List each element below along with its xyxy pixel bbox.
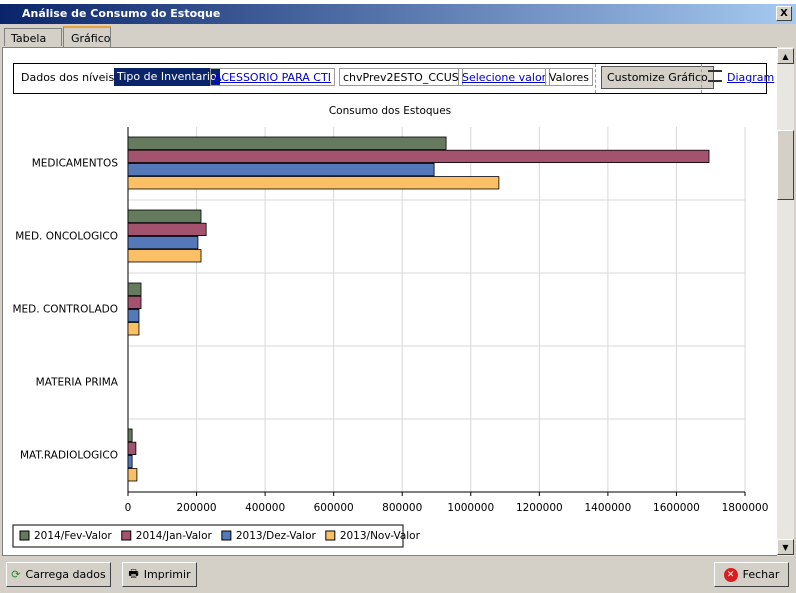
- bar: [127, 176, 500, 190]
- bar: [127, 222, 207, 236]
- x-tick-label: 1200000: [516, 502, 563, 514]
- scroll-up[interactable]: ▲: [777, 48, 794, 64]
- window-title: Análise de Consumo do Estoque: [22, 7, 221, 20]
- tab[interactable]: Tabela: [4, 28, 62, 46]
- legend-swatch: [121, 530, 132, 541]
- x-tick-label: 400000: [245, 502, 285, 514]
- toolbar-label: Dados dos níveis:: [21, 71, 118, 84]
- legend-swatch: [19, 530, 30, 541]
- top-strip: [0, 0, 796, 4]
- x-tick-label: 1400000: [585, 502, 632, 514]
- title-bar: Análise de Consumo do Estoque: [0, 4, 796, 24]
- scroll-thumb[interactable]: [777, 130, 794, 200]
- y-tick-label: MEDICAMENTOS: [32, 158, 119, 170]
- diagram-icon: [708, 70, 722, 82]
- bar: [127, 162, 435, 177]
- legend-swatch: [221, 530, 232, 541]
- bar: [127, 308, 140, 323]
- button-label: Imprimir: [143, 568, 191, 581]
- button-label: Carrega dados: [25, 568, 106, 581]
- legend-label: 2013/Dez-Valor: [236, 530, 317, 542]
- legend-label: 2014/Jan-Valor: [136, 530, 213, 542]
- y-tick-label: MAT.RADIOLOGICO: [20, 450, 118, 462]
- legend-label: 2013/Nov-Valor: [340, 530, 421, 542]
- bar: [127, 441, 137, 456]
- x-tick-label: 1800000: [722, 502, 769, 514]
- load-button[interactable]: ⟳ Carrega dados: [6, 562, 111, 587]
- bar: [127, 454, 133, 469]
- bar: [127, 322, 140, 336]
- level-value[interactable]: ACESSORIO PARA CTI: [210, 68, 335, 86]
- x-tick-label: 0: [125, 502, 132, 514]
- x-tick-label: 200000: [177, 502, 217, 514]
- x-tick-label: 1000000: [447, 502, 494, 514]
- bar: [127, 282, 142, 296]
- bar: [127, 249, 202, 263]
- bar: [127, 468, 138, 482]
- y-tick-label: MATERIA PRIMA: [36, 377, 119, 389]
- level-value[interactable]: Selecione valor: [458, 68, 551, 86]
- bar: [127, 136, 447, 150]
- toolbar: Dados dos níveis: Tipo de Inventario ACE…: [13, 63, 774, 94]
- print-button[interactable]: 🖶 Imprimir: [122, 562, 197, 587]
- scroll-down[interactable]: ▼: [777, 539, 794, 555]
- chart-title: Consumo dos Estoques: [329, 105, 451, 117]
- y-tick-label: MED. ONCOLOGICO: [15, 231, 118, 243]
- tab-active[interactable]: Gráfico: [63, 26, 111, 47]
- legend-swatch: [325, 530, 336, 541]
- x-tick-label: 600000: [314, 502, 354, 514]
- x-tick-label: 1600000: [653, 502, 700, 514]
- legend-box: [12, 524, 404, 548]
- customize-button[interactable]: Customize Gráfico: [601, 66, 714, 89]
- bar: [127, 149, 710, 163]
- bar: [127, 428, 133, 442]
- level-field[interactable]: chvPrev2ESTO_CCUS: [339, 68, 463, 86]
- level-field[interactable]: Tipo de Inventario: [114, 68, 220, 86]
- separator: [701, 64, 702, 93]
- bar: [127, 295, 142, 310]
- close-button[interactable]: X: [776, 6, 792, 21]
- close-window-button[interactable]: ✕ Fechar: [714, 562, 789, 587]
- separator: [595, 64, 596, 93]
- diagram-link[interactable]: Diagram: [727, 71, 775, 84]
- button-label: Fechar: [742, 568, 780, 581]
- x-tick-label: 800000: [382, 502, 422, 514]
- y-tick-label: MED. CONTROLADO: [12, 304, 118, 316]
- values-field[interactable]: Valores: [545, 68, 593, 86]
- bar: [127, 209, 202, 223]
- legend-label: 2014/Fev-Valor: [34, 530, 112, 542]
- bar: [127, 235, 199, 250]
